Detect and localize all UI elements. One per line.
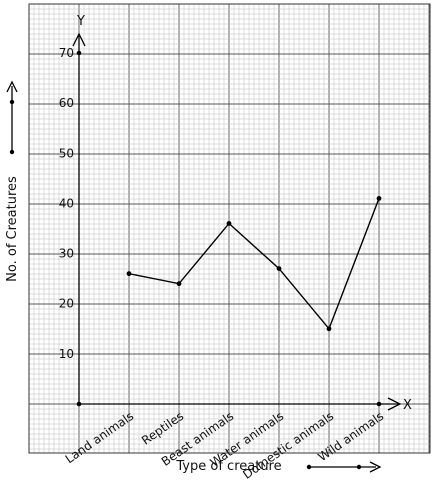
y-tick-label: 70 bbox=[59, 46, 74, 60]
x-tick-label: Land animals bbox=[63, 409, 137, 466]
y-axis-label: No. of Creatures bbox=[5, 176, 20, 282]
y-tick-label: 20 bbox=[59, 297, 74, 311]
data-point bbox=[126, 271, 132, 277]
y-axis-arrow bbox=[72, 32, 86, 47]
y-tick-label: 60 bbox=[59, 96, 74, 110]
y-tick-label: 10 bbox=[59, 347, 74, 361]
y-tick-label: 30 bbox=[59, 247, 74, 261]
y-axis-letter: Y bbox=[76, 14, 85, 29]
plot-border bbox=[28, 3, 431, 454]
data-point bbox=[226, 221, 232, 226]
data-point bbox=[326, 326, 332, 332]
y-axis-end-point bbox=[76, 50, 82, 56]
x-axis-end-point bbox=[376, 401, 382, 407]
series-line bbox=[128, 198, 380, 331]
y-tick-labels: 10 20 30 40 50 60 70 bbox=[59, 46, 74, 361]
x-axis-letter: X bbox=[403, 398, 412, 413]
horizontal-arrow-decoration bbox=[306, 461, 382, 473]
y-tick-label: 40 bbox=[59, 196, 74, 210]
data-series bbox=[126, 196, 382, 332]
data-point bbox=[176, 281, 182, 287]
chart-axes: Y X bbox=[72, 14, 412, 413]
x-axis-label: Type of creature bbox=[175, 459, 281, 474]
data-point bbox=[376, 196, 382, 201]
chart-grid bbox=[28, 3, 431, 454]
data-point bbox=[276, 266, 282, 272]
origin-point bbox=[76, 401, 82, 407]
vertical-arrow-decoration bbox=[6, 80, 18, 155]
x-axis-arrow bbox=[387, 397, 402, 411]
y-tick-label: 50 bbox=[59, 146, 74, 160]
